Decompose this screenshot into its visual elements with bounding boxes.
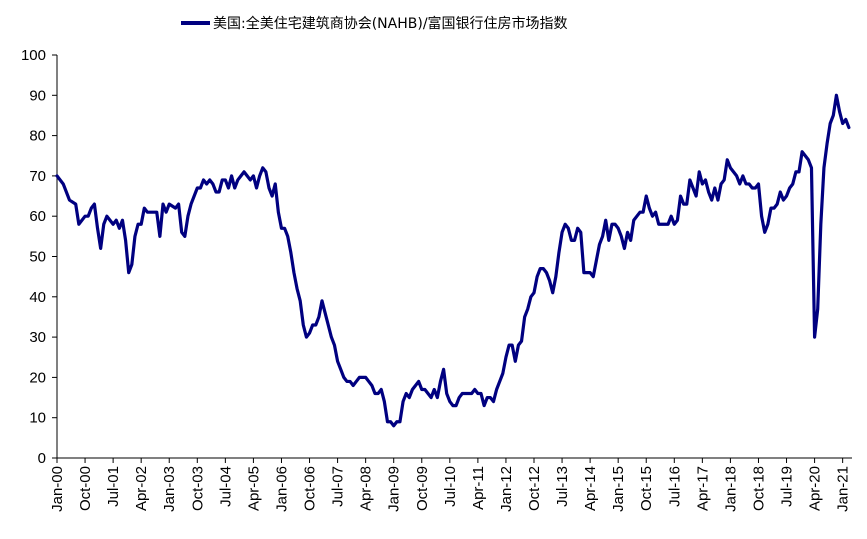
x-tick-label: Jan-21 [835,466,852,512]
x-tick-label: Jul-19 [779,466,796,507]
y-tick-label: 0 [38,450,46,467]
x-tick-label: Oct-18 [750,466,767,511]
legend-label: 美国:全美住宅建筑商协会(NAHB)/富国银行住房市场指数 [213,15,568,32]
x-tick-label: Oct-15 [638,466,655,511]
y-tick-label: 30 [29,329,46,346]
y-tick-label: 40 [29,289,46,306]
x-tick-label: Jan-09 [386,466,403,512]
x-tick-label: Oct-09 [414,466,431,511]
series-line [55,93,851,428]
x-tick-label: Jul-07 [330,466,347,507]
x-axis: Jan-00 Oct-00 Jul-01 Apr-02 Jan-03 Oct-03 Jul-… [49,457,852,512]
x-tick-label: Apr-17 [694,466,711,511]
y-tick-label: 20 [29,369,46,386]
x-tick-label: Jan-18 [722,466,739,512]
y-axis: 0 10 20 30 40 50 60 70 80 90 100 [21,47,58,467]
x-tick-label: Apr-11 [470,466,487,510]
x-tick-label: Apr-08 [358,466,375,511]
legend: 美国:全美住宅建筑商协会(NAHB)/富国银行住房市场指数 [181,15,568,32]
x-tick-label: Apr-02 [133,466,150,511]
x-tick-label: Oct-00 [77,466,94,511]
y-tick-label: 100 [21,47,46,64]
x-tick-label: Oct-03 [189,466,206,511]
y-tick-label: 80 [29,128,46,145]
x-tick-label: Jul-10 [442,466,459,507]
y-tick-label: 10 [29,410,46,427]
x-tick-label: Jan-00 [49,466,66,512]
x-tick-label: Jan-03 [161,466,178,512]
x-tick-label: Oct-12 [526,466,543,511]
x-tick-label: Apr-05 [245,466,262,511]
y-tick-label: 60 [29,208,46,225]
x-tick-label: Jan-15 [610,466,627,512]
y-tick-label: 50 [29,249,46,266]
x-tick-label: Jul-01 [105,466,122,507]
x-tick-label: Jan-06 [273,466,290,512]
x-tick-label: Apr-20 [807,466,824,511]
x-tick-label: Jan-12 [498,466,515,512]
x-tick-label: Jul-16 [666,466,683,507]
x-tick-label: Oct-06 [302,466,319,511]
x-tick-label: Jul-13 [554,466,571,507]
y-tick-label: 70 [29,168,46,185]
x-tick-label: Jul-04 [217,466,234,507]
y-tick-label: 90 [29,87,46,104]
x-tick-label: Apr-14 [582,466,599,511]
plot-area [55,93,851,428]
